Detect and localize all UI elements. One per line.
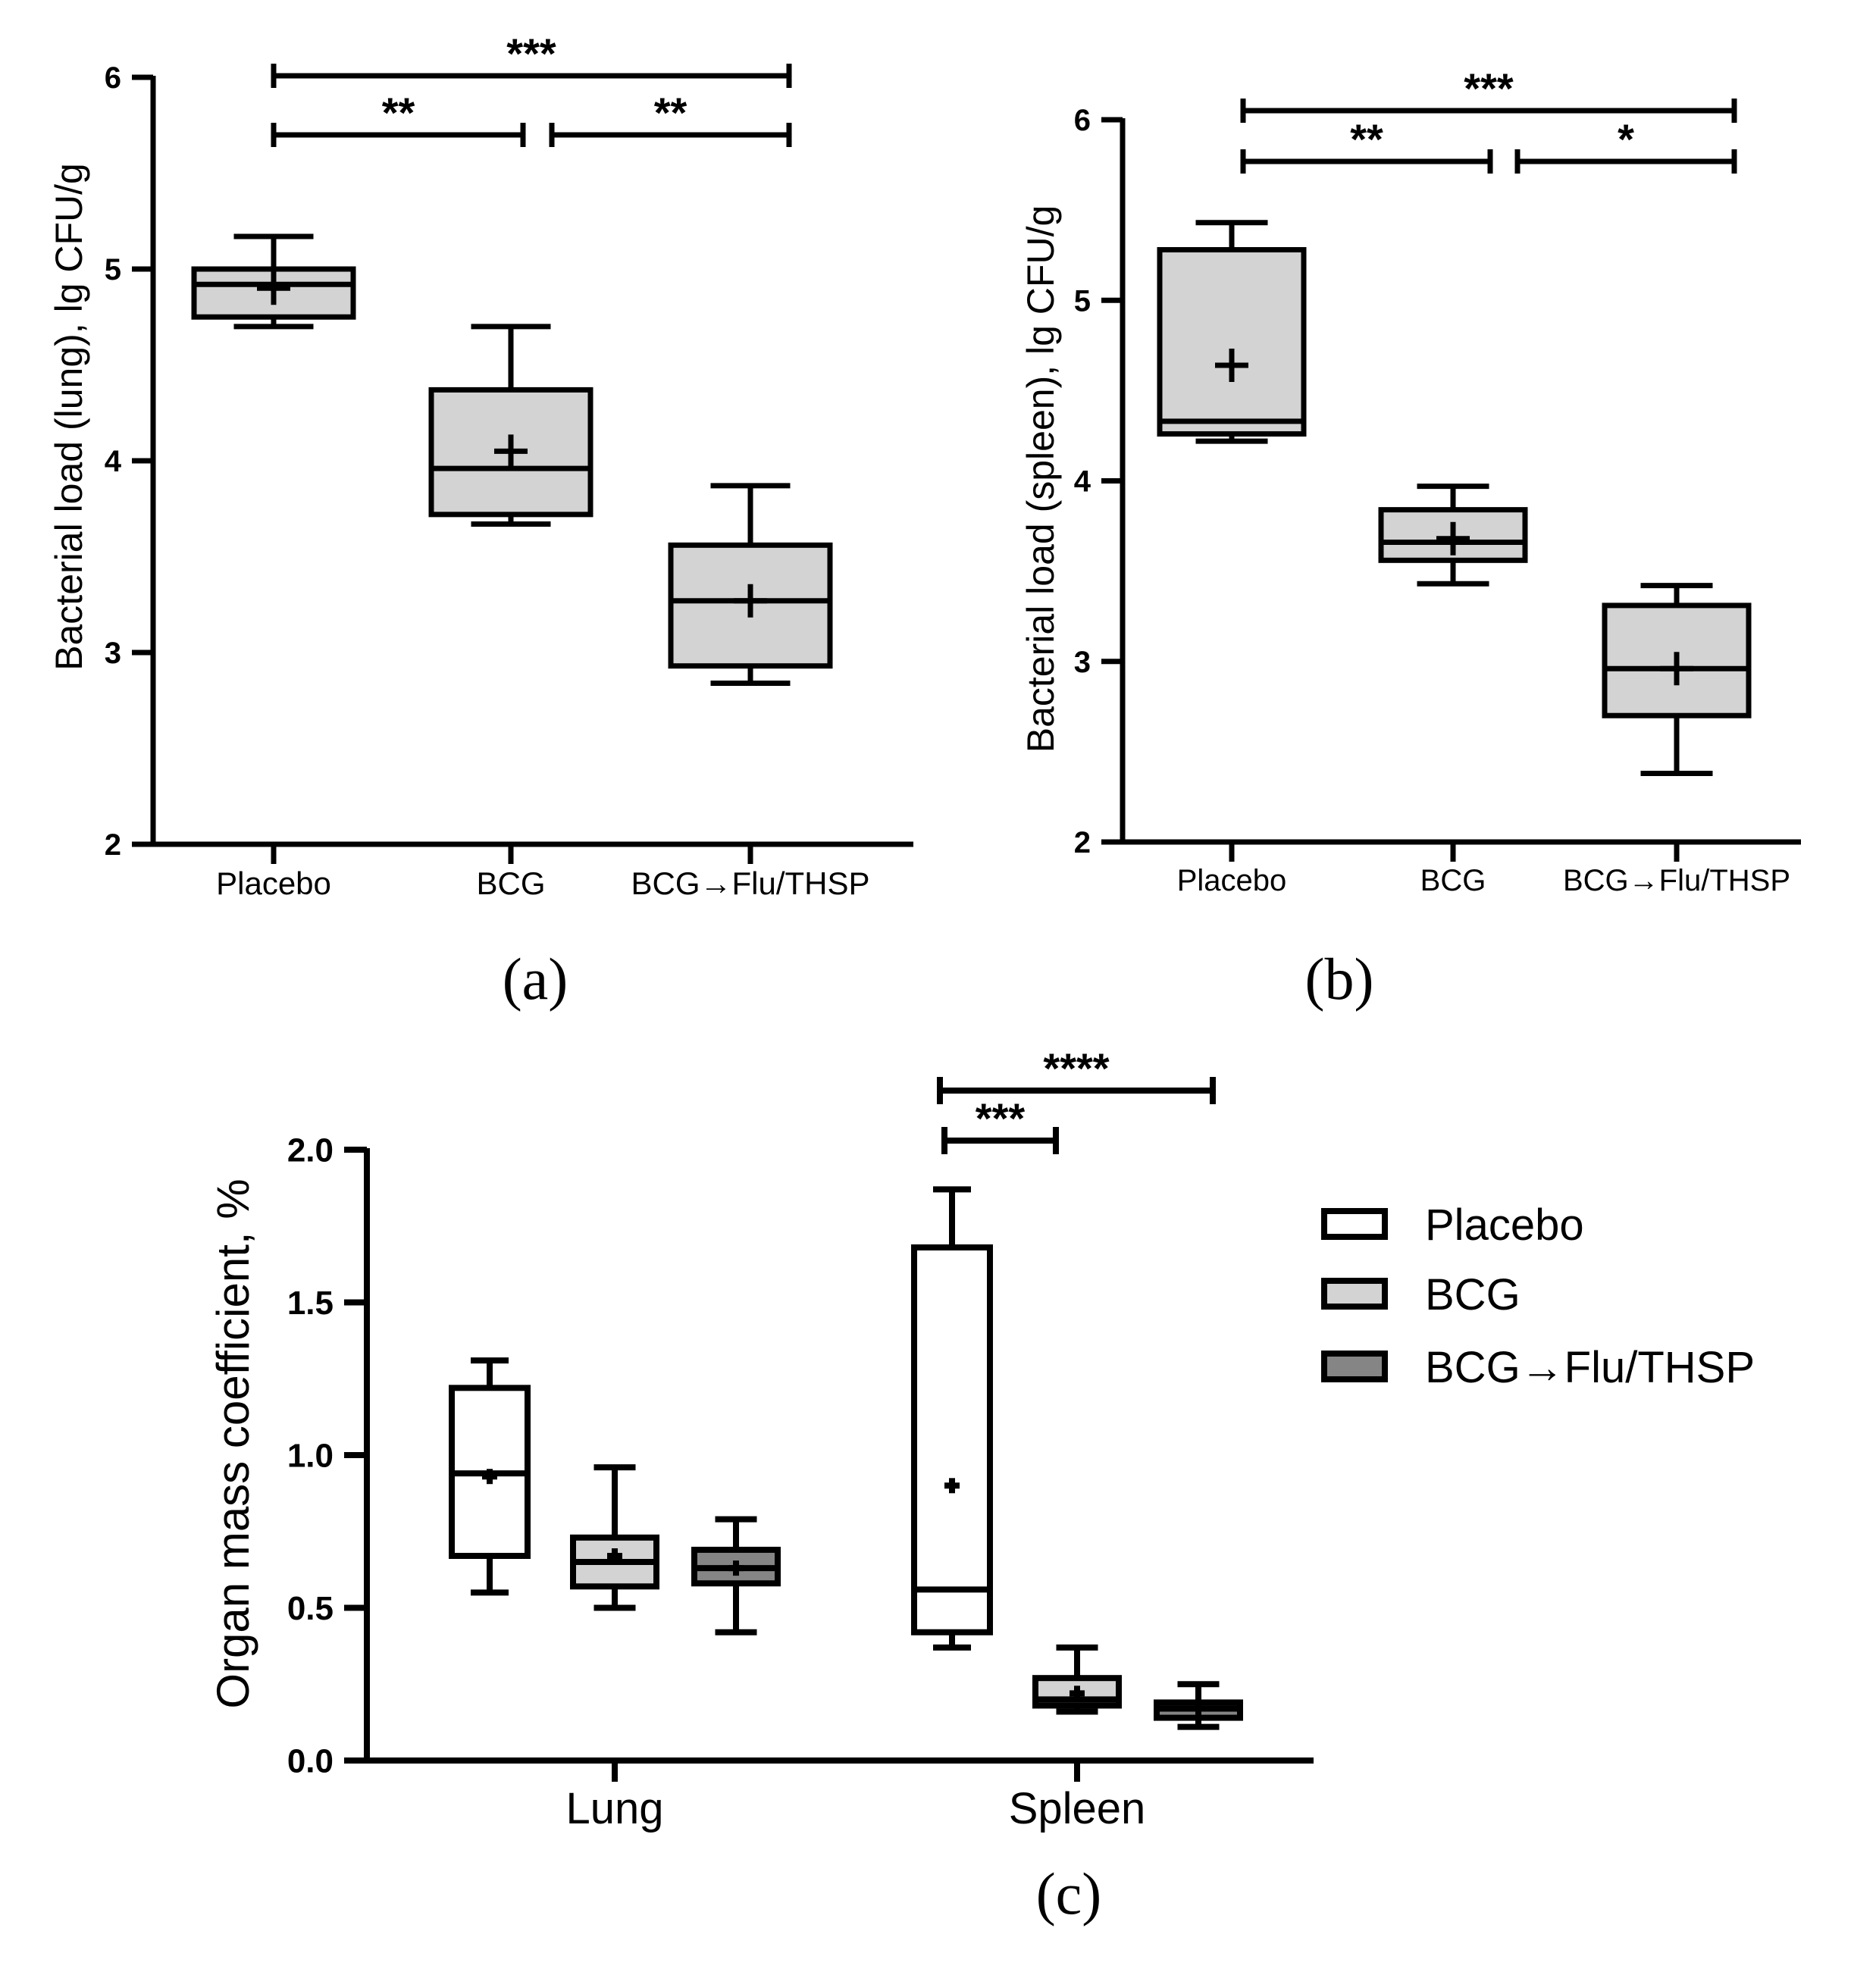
panel-b-box-placebo-box	[1157, 247, 1307, 437]
panel-c-x-tick-label-lung: Lung	[565, 1784, 663, 1833]
panel-b-box-placebo	[1157, 220, 1307, 444]
panel-c-significance-bracket-0: ****	[937, 1044, 1216, 1104]
panel-a-chart: Bacterial load (lung), lg CFU/g (a) 2 3 4 5…	[48, 30, 913, 1012]
panel-a-box-bcg	[428, 324, 593, 527]
panel-b-y-tick-label-5: 5	[1074, 284, 1091, 318]
panel-c-x-tick-label-spleen: Spleen	[1009, 1784, 1146, 1833]
legend: Placebo BCG BCG→Flu/THSP	[1321, 1200, 1755, 1392]
panel-c-significance-bracket-1-label: ***	[976, 1094, 1026, 1142]
panel-b-significance-bracket-1: **	[1240, 115, 1493, 174]
panel-a-x-tick-label-bcg: BCG	[476, 865, 545, 901]
legend-label-bcg: BCG	[1425, 1270, 1521, 1319]
panel-a-y-tick-label-4: 4	[105, 445, 122, 478]
panel-b-chart: Bacterial load (spleen), lg CFU/g (b) 2 3…	[1019, 64, 1801, 1012]
panel-a-y-tick-label-2: 2	[105, 828, 121, 862]
panel-c-box-placebo-spleen	[911, 1186, 993, 1651]
panel-c-box-bcg-flu-thsp-lung	[691, 1516, 781, 1635]
panel-a-y-tick-label-6: 6	[105, 61, 121, 95]
legend-label-placebo: Placebo	[1425, 1200, 1584, 1250]
panel-b-label: (b)	[1305, 946, 1374, 1012]
legend-swatch-bcg	[1321, 1278, 1388, 1310]
panel-a-y-tick-label-3: 3	[105, 637, 121, 670]
panel-a-y-axis-title: Bacterial load (lung), lg CFU/g	[48, 163, 90, 671]
panel-b-y-tick-label-6: 6	[1074, 104, 1091, 137]
panel-b-box-bcg	[1378, 484, 1528, 587]
panel-c-box-placebo-spleen-box	[911, 1244, 993, 1635]
panel-b-x-tick-label-bcg-flu-thsp: BCG→Flu/THSP	[1563, 864, 1790, 897]
legend-label-bcg-flu-thsp: BCG→Flu/THSP	[1425, 1343, 1755, 1392]
panel-c-significance-bracket-1: ***	[941, 1094, 1059, 1154]
panel-b-significance-bracket-0-label: ***	[1464, 64, 1514, 112]
panel-a-box-bcg-box	[428, 387, 593, 518]
panel-a-significance-bracket-2: **	[549, 89, 792, 147]
panel-c-box-bcg-spleen	[1032, 1644, 1122, 1715]
panel-b-y-tick-label-3: 3	[1074, 646, 1091, 679]
panel-a-label: (a)	[503, 946, 568, 1012]
panel-a-x-tick-label-bcg-flu-thsp: BCG→Flu/THSP	[631, 865, 869, 901]
panel-b-significance-bracket-2-label: *	[1618, 115, 1634, 163]
panel-a-y-tick-label-5: 5	[105, 253, 121, 286]
panel-c-box-bcg-lung	[570, 1464, 659, 1611]
panel-b-x-tick-label-bcg: BCG	[1420, 864, 1486, 897]
panel-b-box-bcg-flu-thsp	[1602, 583, 1752, 776]
panel-b-y-tick-label-2: 2	[1074, 826, 1091, 859]
panel-b-significance-bracket-2: *	[1514, 115, 1737, 174]
legend-swatch-bcg-flu-thsp	[1321, 1351, 1388, 1382]
panel-a-significance-bracket-0-label: ***	[506, 30, 556, 77]
legend-swatch-placebo	[1321, 1208, 1388, 1240]
panel-a-x-tick-label-placebo: Placebo	[216, 865, 331, 901]
panel-a-significance-bracket-1-label: **	[382, 89, 415, 136]
panel-c-label: (c)	[1036, 1861, 1102, 1926]
panel-c-y-axis-title: Organ mass coefficient, %	[208, 1178, 258, 1708]
panel-b-significance-bracket-1-label: **	[1350, 115, 1383, 163]
panel-c-y-tick-label-0-0: 0.0	[287, 1742, 334, 1779]
panel-c-y-tick-label-1-0: 1.0	[287, 1437, 334, 1474]
panel-b-y-axis-title: Bacterial load (spleen), lg CFU/g	[1019, 205, 1062, 753]
panel-b-significance-bracket-0: ***	[1240, 64, 1737, 123]
panel-c-box-placebo-lung	[449, 1357, 531, 1596]
panel-c-box-bcg-flu-thsp-spleen	[1154, 1681, 1243, 1730]
panel-b-y-tick-label-4: 4	[1074, 465, 1091, 499]
panel-c-y-tick-label-1-5: 1.5	[287, 1285, 334, 1322]
panel-a-significance-bracket-2-label: **	[654, 89, 687, 136]
panel-c-y-tick-label-2-0: 2.0	[287, 1131, 334, 1169]
panel-a-box-bcg-flu-thsp	[668, 483, 833, 686]
panel-a-box-placebo	[191, 233, 356, 330]
panel-c-chart: Organ mass coefficient, % (c) Placebo BC…	[208, 1044, 1755, 1926]
panel-a-significance-bracket-0: ***	[271, 30, 792, 88]
panel-b-x-tick-label-placebo: Placebo	[1177, 864, 1287, 897]
panel-a-significance-bracket-1: **	[271, 89, 526, 147]
panel-c-significance-bracket-0-label: ****	[1043, 1044, 1109, 1092]
panel-c-y-tick-label-0-5: 0.5	[287, 1590, 334, 1627]
